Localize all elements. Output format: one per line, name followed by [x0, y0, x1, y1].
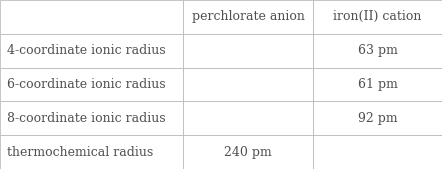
- Text: 92 pm: 92 pm: [358, 112, 397, 125]
- Text: iron(II) cation: iron(II) cation: [333, 10, 422, 23]
- Bar: [183, 68, 313, 101]
- Text: 6-coordinate ionic radius: 6-coordinate ionic radius: [7, 78, 165, 91]
- Bar: [0, 34, 183, 68]
- Bar: [313, 34, 442, 68]
- Text: thermochemical radius: thermochemical radius: [7, 146, 153, 159]
- Bar: [313, 135, 442, 169]
- Bar: [183, 101, 313, 135]
- Text: 63 pm: 63 pm: [358, 44, 397, 57]
- Text: 4-coordinate ionic radius: 4-coordinate ionic radius: [7, 44, 165, 57]
- Bar: [0, 68, 183, 101]
- Text: 240 pm: 240 pm: [224, 146, 272, 159]
- Bar: [313, 0, 442, 34]
- Bar: [183, 0, 313, 34]
- Bar: [313, 101, 442, 135]
- Bar: [0, 135, 183, 169]
- Text: perchlorate anion: perchlorate anion: [192, 10, 305, 23]
- Bar: [183, 135, 313, 169]
- Text: 8-coordinate ionic radius: 8-coordinate ionic radius: [7, 112, 165, 125]
- Text: 61 pm: 61 pm: [358, 78, 397, 91]
- Bar: [313, 68, 442, 101]
- Bar: [0, 101, 183, 135]
- Bar: [183, 34, 313, 68]
- Bar: [0, 0, 183, 34]
